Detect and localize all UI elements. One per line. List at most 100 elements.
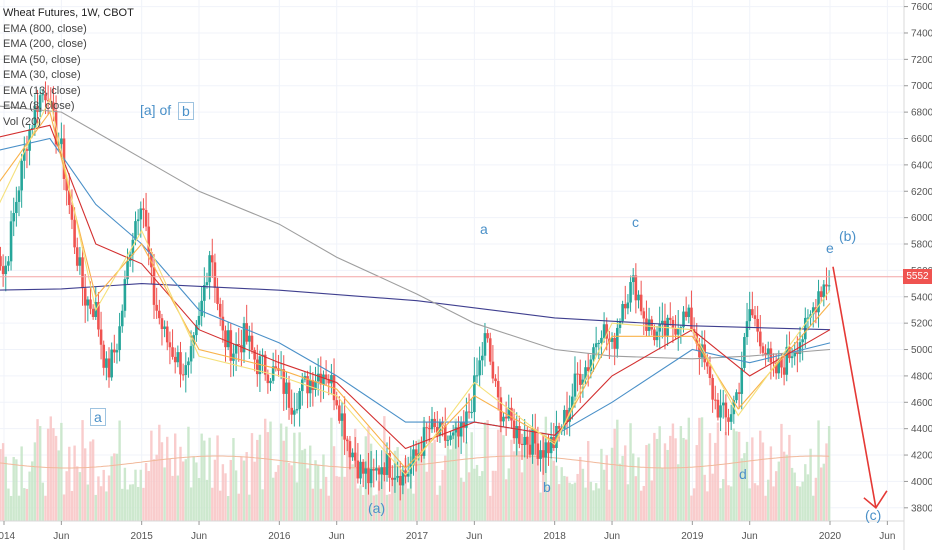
volume-bar xyxy=(417,439,420,521)
candle-body xyxy=(1,266,5,275)
volume-bar xyxy=(767,479,770,521)
volume-bar xyxy=(144,462,148,521)
candle-body xyxy=(105,358,108,368)
volume-bar xyxy=(520,472,524,521)
volume-bar xyxy=(790,467,794,521)
volume-bar xyxy=(412,493,415,521)
volume-bar xyxy=(78,472,82,521)
candle-body xyxy=(306,376,309,394)
candle-body xyxy=(790,356,794,359)
volume-bar xyxy=(737,431,741,521)
candle-body xyxy=(581,379,585,385)
candle-body xyxy=(338,405,341,421)
volume-bar xyxy=(189,487,193,521)
volume-bar xyxy=(642,486,645,521)
volume-bar xyxy=(152,459,156,521)
volume-bar xyxy=(481,471,484,521)
volume-bar xyxy=(510,439,513,521)
candle-body xyxy=(735,392,738,401)
volume-bar xyxy=(655,438,659,521)
volume-bar xyxy=(404,458,407,521)
candle-body xyxy=(364,468,368,474)
candle-body xyxy=(406,473,410,477)
candle-body xyxy=(359,461,362,479)
volume-bar xyxy=(687,417,691,521)
candle-body xyxy=(120,310,124,327)
volume-bar xyxy=(36,419,39,521)
volume-bar xyxy=(107,475,111,521)
candle-body xyxy=(523,436,526,445)
volume-bar xyxy=(340,420,344,521)
volume-bar xyxy=(661,467,664,521)
volume-bar xyxy=(724,432,728,521)
volume-bar xyxy=(380,472,383,521)
volume-bar xyxy=(287,462,291,521)
candle-body xyxy=(221,316,225,331)
volume-bar xyxy=(589,481,593,521)
candle-body xyxy=(758,331,762,347)
candle-body xyxy=(481,355,484,361)
volume-bar xyxy=(102,469,105,521)
candle-body xyxy=(782,367,786,375)
candle-body xyxy=(793,351,797,357)
volume-bar xyxy=(547,486,550,521)
volume-bar xyxy=(692,488,696,521)
volume-bar xyxy=(266,432,270,521)
volume-bar xyxy=(634,476,638,521)
candle-body xyxy=(22,149,26,161)
candle-body xyxy=(369,468,373,484)
volume-bar xyxy=(819,467,823,521)
volume-bar xyxy=(663,443,667,521)
candle-body xyxy=(118,326,121,351)
x-tick-label: 2015 xyxy=(131,531,154,542)
candle-body xyxy=(467,411,471,413)
candle-body xyxy=(711,377,714,400)
volume-bar xyxy=(372,495,375,521)
volume-bar xyxy=(311,488,315,521)
candle-body xyxy=(293,410,296,415)
candle-body xyxy=(806,317,810,319)
y-tick-label: 5200 xyxy=(911,319,932,330)
volume-bar xyxy=(250,433,254,521)
candle-body xyxy=(488,338,492,362)
projection-arrow-line xyxy=(832,266,877,508)
volume-bar xyxy=(113,453,116,521)
candle-body xyxy=(404,470,407,477)
volume-bar xyxy=(163,467,166,521)
volume-bar xyxy=(449,449,452,521)
candle-body xyxy=(258,356,262,375)
wave-label-e: e xyxy=(826,240,834,256)
candle-body xyxy=(396,475,399,478)
legend-ema-200: EMA (200, close) xyxy=(3,38,87,50)
candle-body xyxy=(774,362,778,374)
y-tick-label: 6600 xyxy=(911,134,932,145)
x-tick-label: Jun xyxy=(329,531,345,542)
candle-body xyxy=(623,304,627,309)
candle-body xyxy=(663,320,667,336)
candle-body xyxy=(729,414,733,422)
candle-body xyxy=(263,354,267,375)
candle-body xyxy=(494,378,497,382)
candle-body xyxy=(271,366,275,381)
volume-bar xyxy=(121,488,124,521)
volume-bar xyxy=(475,464,479,521)
volume-bar xyxy=(73,445,76,521)
volume-bar xyxy=(166,436,169,521)
volume-bar xyxy=(719,488,722,521)
volume-bar xyxy=(174,433,177,521)
candle-body xyxy=(97,302,100,330)
legend-ema-13: EMA (13, close) xyxy=(3,84,81,97)
candle-body xyxy=(216,287,219,304)
candle-body xyxy=(748,309,751,322)
volume-bar xyxy=(446,435,450,521)
volume-bar xyxy=(406,488,410,521)
volume-bar xyxy=(68,446,71,521)
candle-body xyxy=(234,343,238,354)
candle-body xyxy=(435,427,439,435)
candle-body xyxy=(549,436,553,454)
candle-body xyxy=(91,308,95,317)
volume-bar xyxy=(812,495,815,521)
volume-bar xyxy=(613,428,616,521)
candle-body xyxy=(740,367,744,394)
